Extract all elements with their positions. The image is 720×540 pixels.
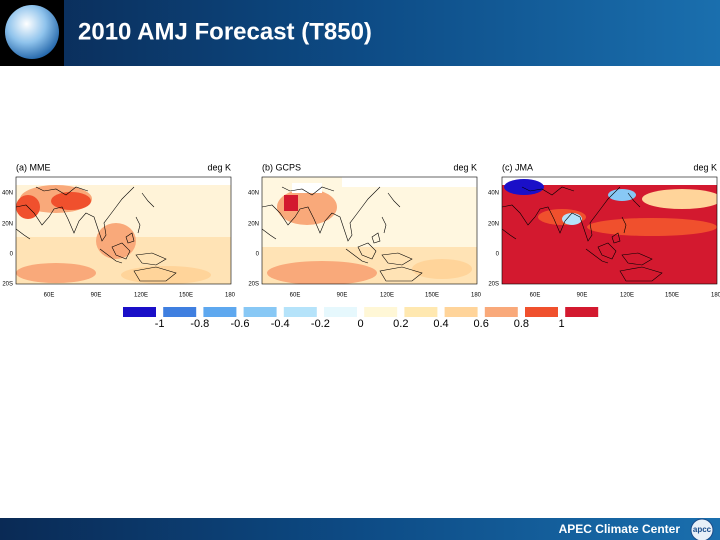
panel-unit: deg K (693, 162, 717, 172)
lon-label: 180 (225, 293, 236, 299)
lon-label: 90E (91, 293, 102, 299)
lon-label: 180 (711, 293, 720, 299)
map-a (15, 176, 232, 285)
panel-title: (b) GCPS (262, 162, 301, 172)
colorbar-swatch (123, 307, 156, 317)
lon-label: 150E (665, 293, 679, 299)
colorbar-swatch (364, 307, 398, 317)
footer-logo (690, 518, 714, 540)
colorbar-swatch (484, 307, 518, 317)
footer-bar (0, 518, 720, 540)
lon-label: 180 (471, 293, 482, 299)
colorbar-swatch (444, 307, 478, 317)
colorbar-label: 0.2 (393, 318, 408, 330)
colorbar-label: -0.2 (311, 318, 330, 330)
footer-logo-text: apcc (693, 525, 712, 534)
lon-label: 150E (425, 293, 439, 299)
lon-label: 90E (577, 293, 588, 299)
lon-label: 120E (620, 293, 634, 299)
lat-label: 20S (2, 282, 13, 288)
lon-label: 120E (380, 293, 394, 299)
colorbar-swatch (565, 307, 599, 317)
lon-label: 60E (44, 293, 55, 299)
lat-label: 20S (488, 282, 499, 288)
panel-unit: deg K (453, 162, 477, 172)
panel-title: (a) MME (16, 162, 51, 172)
lon-label: 90E (337, 293, 348, 299)
slide-title: 2010 AMJ Forecast (T850) (78, 18, 372, 45)
lat-label: 20S (248, 282, 259, 288)
lat-label: 40N (2, 191, 13, 197)
colorbar-label: -1 (155, 318, 165, 330)
lat-label: 20N (488, 222, 499, 228)
lat-label: 40N (248, 191, 259, 197)
colorbar-swatch (283, 307, 317, 317)
map-b (261, 176, 478, 285)
lat-label: 40N (488, 191, 499, 197)
panel-title: (c) JMA (502, 162, 533, 172)
globe-icon (5, 5, 59, 59)
colorbar-label: -0.4 (271, 318, 290, 330)
colorbar-swatch (404, 307, 438, 317)
lat-label: 0 (256, 252, 260, 258)
colorbar-swatch (324, 307, 357, 317)
lat-label: 20N (2, 222, 13, 228)
lon-label: 120E (134, 293, 148, 299)
lon-label: 60E (290, 293, 301, 299)
lon-label: 60E (530, 293, 541, 299)
map-c (501, 176, 718, 285)
colorbar-label: 0.8 (514, 318, 529, 330)
lat-label: 0 (10, 252, 14, 258)
colorbar-swatch (525, 307, 558, 317)
colorbar-label: -0.8 (190, 318, 209, 330)
header-bar (0, 0, 720, 66)
colorbar-label: 1 (559, 318, 565, 330)
colorbar-label: 0.6 (474, 318, 489, 330)
panel-unit: deg K (207, 162, 231, 172)
lat-label: 20N (248, 222, 259, 228)
colorbar-label: 0 (358, 318, 364, 330)
colorbar-label: -0.6 (231, 318, 250, 330)
colorbar-swatch (203, 307, 237, 317)
colorbar-label: 0.4 (433, 318, 448, 330)
colorbar-swatch (163, 307, 197, 317)
lon-label: 150E (179, 293, 193, 299)
colorbar-swatch (243, 307, 277, 317)
footer-text: APEC Climate Center (559, 522, 681, 536)
lat-label: 0 (496, 252, 500, 258)
